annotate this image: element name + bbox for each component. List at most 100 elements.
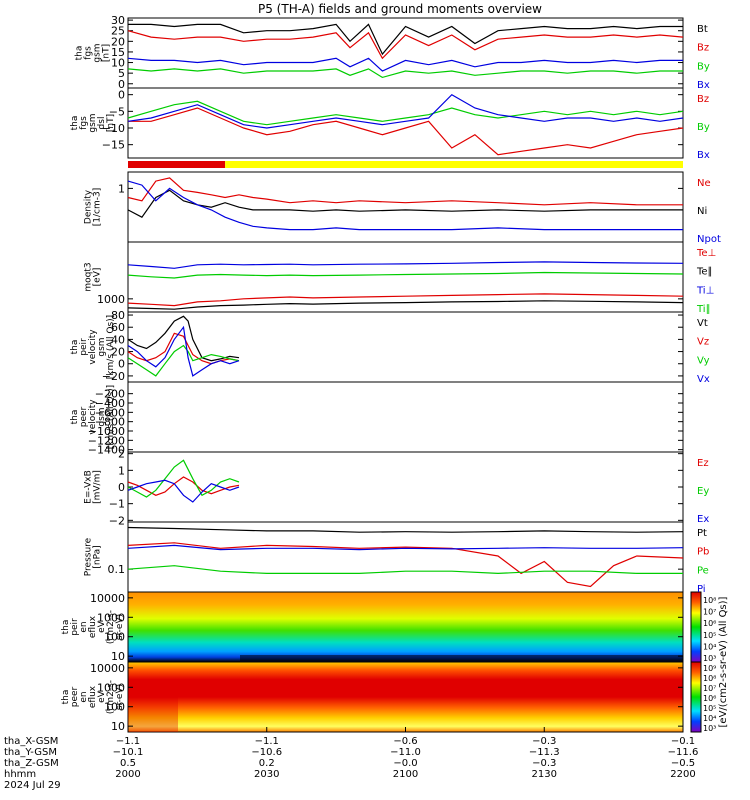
panel-p5: tha peir velocity gsm [km/s (All Qs)]8060402… [70, 309, 710, 385]
legend-p8-3: Pi [697, 584, 706, 595]
ytick-label: 100 [104, 701, 125, 714]
series-p1-1 [127, 30, 684, 60]
ylabel-line: (cm2-s- [106, 680, 116, 714]
legend-p3-2: Npot [697, 234, 721, 245]
legend-p5-2: Vy [697, 355, 710, 366]
ytick-label: 2 [118, 448, 125, 461]
ytick-label: 0 [118, 78, 125, 91]
panel-frame-p6 [127, 381, 684, 453]
ylabel-line: moqt3 [84, 262, 94, 291]
colorbar-tick: 10⁴ [703, 642, 716, 651]
ytick-label: −1400 [88, 444, 125, 457]
ylabel-line: [eV] [93, 268, 103, 287]
series-p2-0 [128, 107, 684, 156]
xaxis-row-label: tha_X-GSM [4, 736, 58, 747]
ytick-label: 20 [111, 346, 125, 359]
ytick-label: 1 [118, 464, 125, 477]
panel-frame-p8 [127, 521, 684, 593]
ylabel-p8: Pressure [nPa] [84, 537, 103, 576]
ylabel-line: peer [79, 406, 89, 427]
colorbar-tick: 10⁶ [703, 694, 716, 703]
series-p4-1 [127, 300, 684, 310]
xaxis-row-value: 2200 [670, 769, 695, 780]
ylabel-line: eflux [88, 685, 98, 708]
panel-frame-p7 [127, 451, 684, 523]
ytick-label: 40 [111, 333, 125, 346]
series-p7-1 [127, 459, 240, 498]
colorbar-top [690, 591, 702, 663]
page-title: P5 (TH-A) fields and ground moments over… [258, 2, 542, 16]
ytick-label: 10000 [90, 662, 125, 675]
ylabel-line: en [79, 691, 89, 702]
legend-p7-0: Ez [697, 458, 709, 469]
series-p8-1 [127, 542, 684, 588]
ytick-label: 10 [111, 650, 125, 663]
legend-p8-2: Pe [697, 565, 709, 576]
series-p5-2 [127, 344, 240, 377]
ytick-label: −2 [109, 514, 125, 527]
colorbar-bottom [690, 661, 702, 733]
panel-frame-p2 [127, 87, 684, 159]
spectrogram-peer [127, 661, 684, 733]
xaxis-row-value: 2130 [532, 769, 557, 780]
ylabel-line: [mV/m] [93, 470, 103, 504]
ytick-label: 80 [111, 309, 125, 322]
colorbar-tick: 10³ [703, 724, 716, 733]
xaxis-row-value: 2030 [254, 769, 279, 780]
xaxis-row-label: tha_Z-GSM [4, 758, 59, 769]
spectrogram-peir [127, 591, 684, 663]
series-p3-2 [127, 180, 683, 231]
ylabel-line: [nT] [102, 44, 112, 62]
ytick-label: 25 [111, 25, 125, 38]
xaxis-row-value: 2000 [115, 769, 140, 780]
ylabel-line: fgs [79, 116, 89, 130]
ytick-label: −1 [109, 498, 125, 511]
ylabel-line: [km/s (All Qs)] [106, 315, 116, 379]
legend-p8-1: Pb [697, 547, 709, 558]
colorbar-tick: 10⁶ [703, 619, 716, 628]
series-p7-0 [127, 476, 240, 496]
ylabel-p3: Density [1/cm-3] [84, 188, 103, 226]
legend-p4-1: Te∥ [696, 267, 713, 278]
ytick-label: −400 [95, 397, 125, 410]
spectrogram-peir-lowenergy-band [240, 655, 683, 661]
ylabel-line: peir [79, 338, 89, 356]
ytick-label: 0.1 [108, 563, 126, 576]
ylabel-p2: tha fgs gsm dsl [nT] [70, 113, 116, 132]
ylabel-line: eV [97, 690, 107, 703]
legend-p5-1: Vz [697, 337, 709, 348]
series-p8-3 [127, 544, 684, 551]
ytick-label: −15 [102, 139, 125, 152]
ylabel-p9: tha peir en eflux eV (cm2-s-sr-eV) [61, 610, 125, 644]
xaxis-row-value: −11.6 [668, 747, 699, 758]
ylabel-line: eV [97, 620, 107, 633]
ylabel-p5: tha peir velocity gsm [km/s (All Qs)] [70, 315, 116, 379]
ytick-label: 0 [118, 358, 125, 371]
series-p4-0 [127, 293, 684, 307]
xaxis-row-value: −1.1 [255, 736, 279, 747]
ytick-label: 30 [111, 14, 125, 27]
ylabel-line: peir [70, 618, 80, 636]
panel-p4: moqt3 [eV] 1000 Te⊥ Te∥ Ti⊥ Ti∥ [84, 248, 717, 315]
ylabel-line: tha [75, 46, 85, 61]
ytick-label: 10000 [90, 592, 125, 605]
legend-p1-3: Bx [697, 80, 710, 91]
panel-p7: E=-VxB [mV/m] 2 1 0 −1 −2 Ez Ey Ex [84, 448, 710, 528]
ylabel-line: fgs [84, 46, 94, 60]
series-p7-2 [127, 479, 240, 503]
legend-p2-1: By [697, 122, 710, 133]
xaxis-date: 2024 Jul 29 [4, 780, 61, 791]
ylabel-line: peer [70, 686, 80, 707]
xaxis-row-value: −11.0 [390, 747, 421, 758]
xaxis-row-value: −0.3 [532, 736, 556, 747]
legend-p8-0: Pt [697, 528, 707, 539]
ylabel-p7: E=-VxB [mV/m] [84, 470, 103, 504]
spectrogram-peer-early-segment [128, 690, 178, 732]
ylabel-p6: tha peer velocity gsm [km/s (All Qs)] [70, 385, 116, 449]
panel-p3: Density [1/cm-3] 1 Ne Ni Npot [84, 177, 721, 245]
colorbar-tick: 10⁸ [703, 674, 716, 683]
ylabel-line: [nT] [106, 114, 116, 132]
ylabel-line: [km/s (All Qs)] [106, 385, 116, 449]
